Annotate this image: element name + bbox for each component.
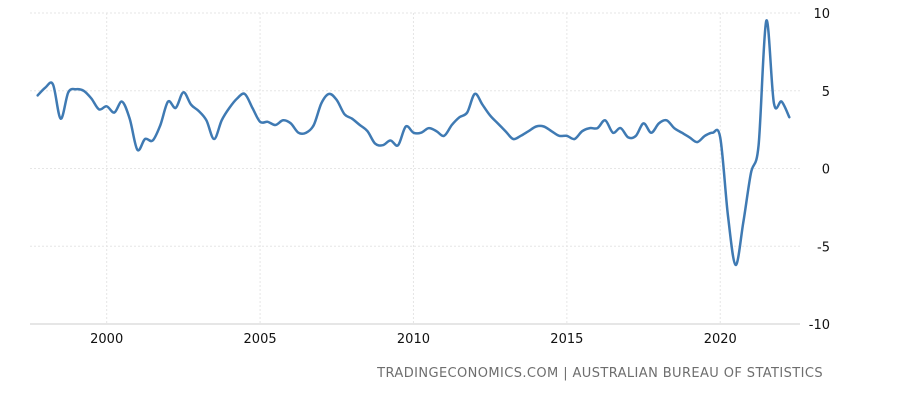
x-tick-label: 2000 — [90, 332, 123, 347]
series-line — [36, 19, 791, 267]
y-tick-label: 10 — [813, 7, 830, 22]
y-tick-label: -5 — [817, 240, 830, 255]
source-attribution: TRADINGECONOMICS.COM | AUSTRALIAN BUREAU… — [377, 366, 823, 381]
y-tick-label: 0 — [822, 163, 830, 178]
y-axis-ticks: 10 5 0 -5 -10 — [809, 7, 830, 333]
x-tick-label: 2015 — [550, 332, 583, 347]
x-tick-label: 2010 — [397, 332, 430, 347]
y-tick-label: -10 — [809, 318, 830, 333]
gridlines — [30, 12, 800, 325]
x-axis-ticks: 2000 2005 2010 2015 2020 — [90, 332, 737, 347]
y-tick-label: 5 — [822, 85, 830, 100]
x-tick-label: 2005 — [244, 332, 277, 347]
x-tick-label: 2020 — [704, 332, 737, 347]
